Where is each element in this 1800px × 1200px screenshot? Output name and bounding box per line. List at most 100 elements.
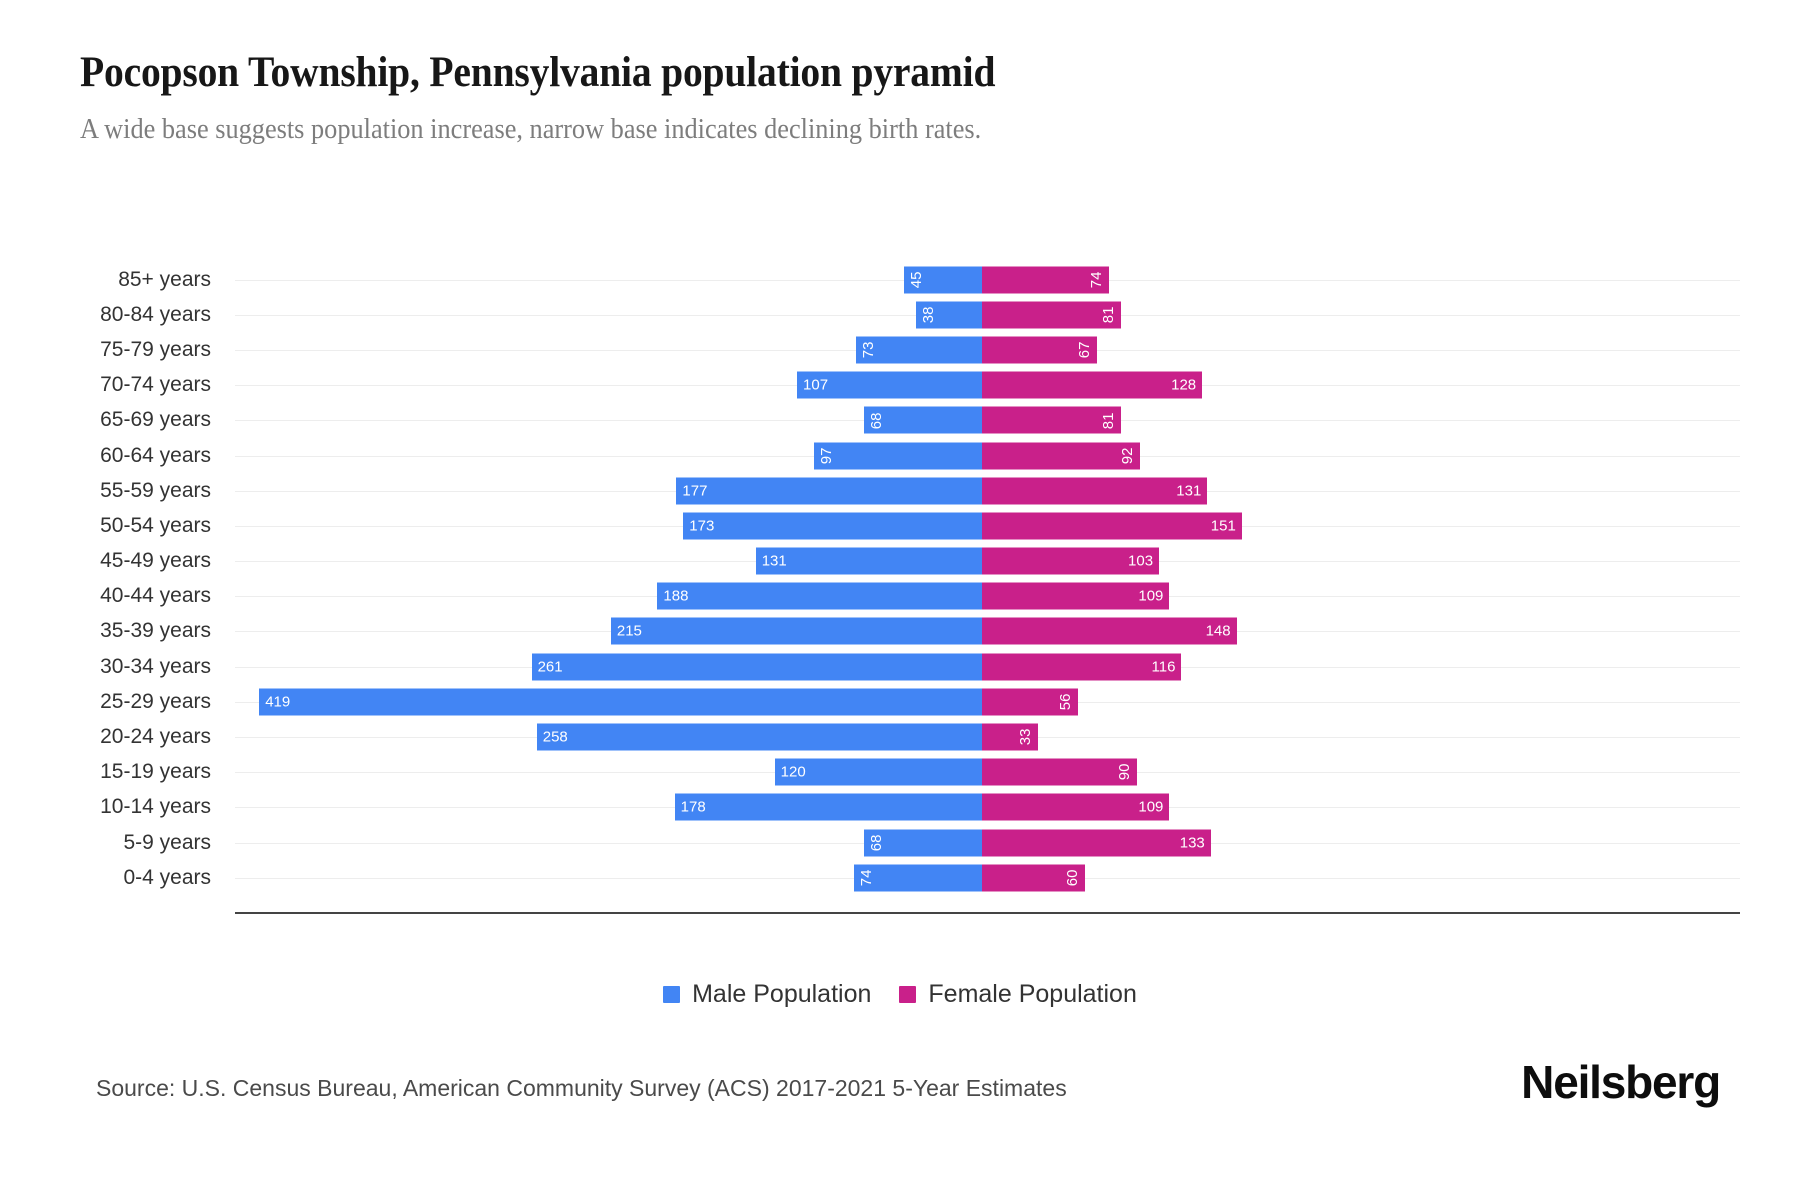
plot-area: 85+ years 45 74 80-84 years 38 81 75-79 years 7… <box>80 262 1740 914</box>
bar-female[interactable]: 103 <box>981 547 1160 575</box>
bar-male[interactable]: 97 <box>814 442 982 470</box>
x-axis-baseline <box>235 912 1740 914</box>
bar-male[interactable]: 261 <box>531 653 982 681</box>
bar-pair: 73 67 <box>223 332 1740 367</box>
y-axis-tick-label: 20-24 years <box>100 725 211 749</box>
bar-value-male: 38 <box>920 306 937 324</box>
bar-pair: 178 109 <box>223 790 1740 825</box>
bar-female[interactable]: 67 <box>981 336 1097 364</box>
bar-value-female: 128 <box>1171 376 1197 394</box>
bar-male[interactable]: 74 <box>853 864 982 892</box>
y-axis-tick-label: 15-19 years <box>100 760 211 784</box>
bar-female[interactable]: 81 <box>981 406 1122 434</box>
chart-row: 45-49 years 131 103 <box>80 544 1740 579</box>
bar-male[interactable]: 73 <box>855 336 982 364</box>
chart-row: 25-29 years 419 56 <box>80 684 1740 719</box>
bar-female[interactable]: 109 <box>981 793 1170 821</box>
bar-male[interactable]: 131 <box>755 547 982 575</box>
y-axis-tick-label: 65-69 years <box>100 408 211 432</box>
bar-value-male: 97 <box>818 447 836 464</box>
bar-pair: 173 151 <box>223 508 1740 543</box>
bar-value-female: 133 <box>1179 834 1205 852</box>
bar-male[interactable]: 178 <box>674 793 982 821</box>
bar-male[interactable]: 38 <box>916 301 982 329</box>
bar-pair: 258 33 <box>223 719 1740 754</box>
bar-female[interactable]: 81 <box>981 301 1122 329</box>
bar-value-male: 45 <box>907 271 925 288</box>
chart-header: Pocopson Township, Pennsylvania populati… <box>80 48 1720 147</box>
bar-value-male: 188 <box>663 587 689 605</box>
y-axis-tick-label: 5-9 years <box>123 830 211 854</box>
legend-item-female[interactable]: Female Population <box>899 980 1137 1009</box>
bar-value-male: 173 <box>689 517 715 535</box>
bar-value-male: 178 <box>680 798 706 816</box>
bar-male[interactable]: 68 <box>864 829 982 857</box>
page-title: Pocopson Township, Pennsylvania populati… <box>80 49 996 96</box>
legend-label-male: Male Population <box>692 980 872 1008</box>
bar-female[interactable]: 116 <box>981 653 1182 681</box>
y-axis-tick-label: 30-34 years <box>100 654 211 678</box>
bar-value-female: 81 <box>1100 306 1118 324</box>
chart-row: 75-79 years 73 67 <box>80 332 1740 367</box>
bar-value-female: 131 <box>1176 482 1202 500</box>
bar-female[interactable]: 131 <box>981 477 1208 505</box>
y-axis-tick-label: 70-74 years <box>100 373 211 397</box>
source-note: Source: U.S. Census Bureau, American Com… <box>96 1075 1067 1101</box>
bar-value-male: 131 <box>761 552 787 570</box>
bar-female[interactable]: 33 <box>981 723 1039 751</box>
y-axis-tick-label: 35-39 years <box>100 619 211 643</box>
bar-male[interactable]: 419 <box>259 688 982 716</box>
brand-logo: Neilsberg <box>1521 1056 1721 1108</box>
bar-value-male: 73 <box>859 341 877 359</box>
bar-value-female: 33 <box>1017 728 1035 746</box>
bar-male[interactable]: 120 <box>774 758 982 786</box>
legend-item-male[interactable]: Male Population <box>663 980 871 1009</box>
bar-female[interactable]: 74 <box>981 266 1110 294</box>
chart-row: 65-69 years 68 81 <box>80 403 1740 438</box>
bar-value-female: 56 <box>1057 693 1075 711</box>
y-axis-tick-label: 80-84 years <box>100 302 211 326</box>
bar-female[interactable]: 92 <box>981 442 1141 470</box>
chart-row: 15-19 years 120 90 <box>80 755 1740 790</box>
bar-value-female: 60 <box>1063 869 1081 887</box>
chart-row: 5-9 years 68 133 <box>80 825 1740 860</box>
bar-male[interactable]: 107 <box>797 371 982 399</box>
bar-male[interactable]: 45 <box>903 266 982 294</box>
bar-value-male: 120 <box>780 763 806 781</box>
bar-female[interactable]: 128 <box>981 371 1203 399</box>
bar-male[interactable]: 215 <box>610 617 982 645</box>
bar-female[interactable]: 133 <box>981 829 1211 857</box>
bar-female[interactable]: 151 <box>981 512 1242 540</box>
y-axis-tick-label: 50-54 years <box>100 513 211 537</box>
y-axis-tick-label: 60-64 years <box>100 443 211 467</box>
bar-value-female: 151 <box>1210 517 1236 535</box>
bar-male[interactable]: 173 <box>683 512 982 540</box>
bar-female[interactable]: 148 <box>981 617 1237 645</box>
bar-value-male: 261 <box>537 658 563 676</box>
chart-row: 70-74 years 107 128 <box>80 368 1740 403</box>
bar-value-female: 148 <box>1205 622 1231 640</box>
y-axis-tick-label: 10-14 years <box>100 795 211 819</box>
bar-female[interactable]: 56 <box>981 688 1079 716</box>
chart-row: 0-4 years 74 60 <box>80 860 1740 895</box>
bar-female[interactable]: 109 <box>981 582 1170 610</box>
legend-swatch-female-icon <box>899 986 917 1003</box>
bar-male[interactable]: 258 <box>536 723 982 751</box>
bar-female[interactable]: 60 <box>981 864 1085 892</box>
bar-pair: 419 56 <box>223 684 1740 719</box>
bar-value-female: 103 <box>1128 552 1154 570</box>
chart-subtitle: A wide base suggests population increase… <box>80 114 982 146</box>
bar-male[interactable]: 177 <box>676 477 982 505</box>
bar-male[interactable]: 188 <box>657 582 982 610</box>
y-axis-tick-label: 85+ years <box>118 267 211 291</box>
bar-female[interactable]: 90 <box>981 758 1137 786</box>
bar-value-male: 215 <box>616 622 642 640</box>
chart-row: 60-64 years 97 92 <box>80 438 1740 473</box>
bar-pair: 261 116 <box>223 649 1740 684</box>
y-axis-tick-label: 75-79 years <box>100 337 211 361</box>
y-axis-tick-label: 40-44 years <box>100 584 211 608</box>
chart-row: 80-84 years 38 81 <box>80 297 1740 332</box>
bar-male[interactable]: 68 <box>864 406 982 434</box>
chart-row: 10-14 years 178 109 <box>80 790 1740 825</box>
chart-row: 30-34 years 261 116 <box>80 649 1740 684</box>
